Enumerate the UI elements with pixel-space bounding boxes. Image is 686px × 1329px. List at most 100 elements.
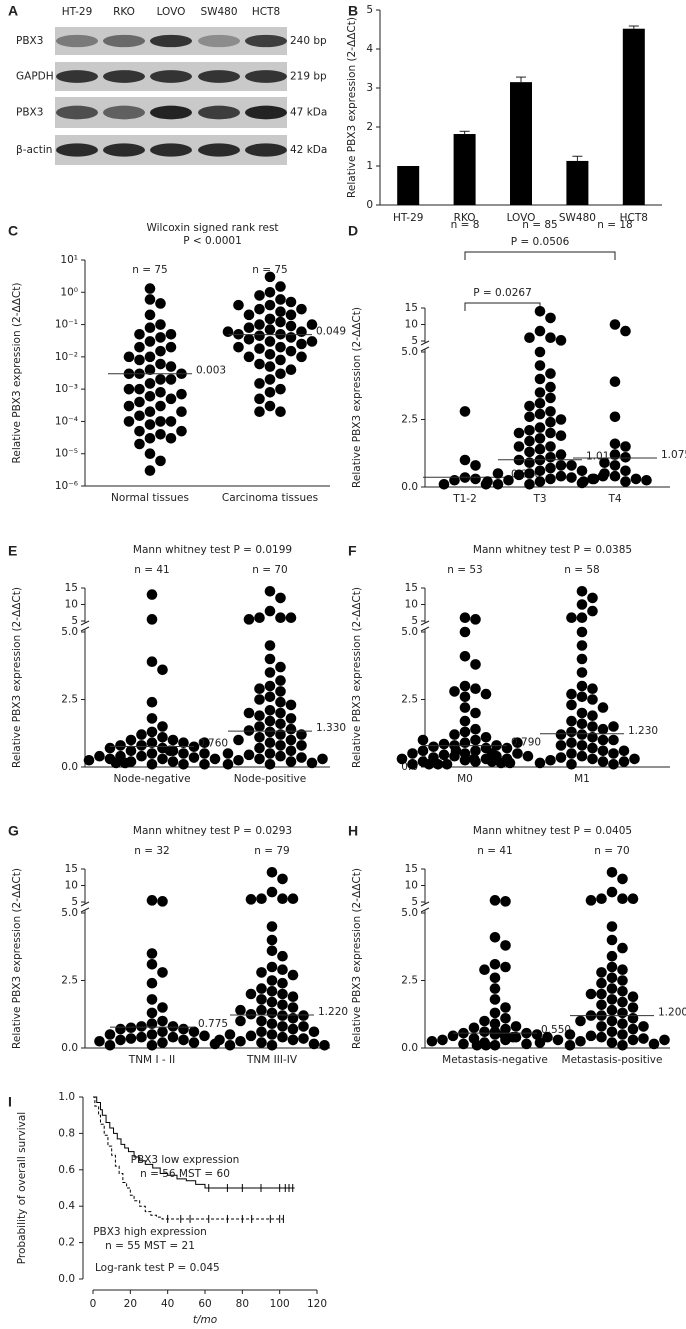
data-point — [176, 388, 187, 400]
data-point — [245, 1008, 257, 1020]
data-point — [277, 988, 288, 1000]
row-label: PBX3 — [16, 35, 43, 47]
data-point — [285, 723, 297, 735]
n-label: n = 58 — [564, 564, 600, 576]
n-label: n = 75 — [132, 264, 168, 276]
data-point — [264, 313, 276, 325]
data-point — [165, 374, 177, 385]
data-point — [489, 1040, 501, 1051]
data-point — [256, 1015, 267, 1027]
data-point — [285, 320, 297, 332]
y-tick-label: 5.0 — [401, 907, 418, 919]
data-point — [222, 759, 234, 770]
data-point — [264, 640, 276, 651]
y-tick-label: 5 — [366, 4, 373, 16]
x-tick-label: 100 — [270, 1298, 290, 1310]
median-label: 1.220 — [318, 1006, 348, 1018]
annotation: PBX3 low expression — [131, 1154, 240, 1166]
data-point — [618, 756, 630, 767]
data-point — [627, 1034, 639, 1046]
data-point — [256, 967, 267, 978]
data-point — [426, 1035, 438, 1047]
data-point — [606, 994, 618, 1005]
data-point — [115, 1034, 126, 1046]
data-point — [459, 454, 471, 466]
lane-label: LOVO — [157, 6, 186, 18]
data-point — [534, 306, 546, 317]
x-tick-label: RKO — [454, 212, 476, 224]
data-point — [155, 416, 166, 427]
data-point — [275, 383, 286, 395]
data-point — [233, 734, 244, 746]
median-label: 0.775 — [198, 1018, 228, 1030]
data-point — [489, 994, 501, 1005]
data-point — [534, 360, 546, 371]
panel-letter: C — [8, 223, 18, 239]
annotation: PBX3 high expression — [93, 1226, 207, 1238]
data-point — [617, 964, 628, 975]
data-point — [146, 656, 158, 667]
data-point — [534, 443, 546, 455]
data-point — [222, 326, 234, 338]
data-point — [296, 303, 307, 315]
data-point — [264, 737, 276, 748]
data-point — [459, 651, 471, 662]
x-tick-label: T3 — [532, 493, 546, 505]
data-point — [235, 1004, 246, 1016]
data-point — [224, 1029, 236, 1040]
data-point — [575, 1035, 586, 1047]
axis-break — [420, 907, 430, 913]
x-tick-label: Metastasis-negative — [442, 1054, 548, 1066]
data-point — [659, 1034, 670, 1046]
data-point — [585, 988, 597, 1000]
lane-label: HCT8 — [252, 6, 280, 18]
data-point — [609, 470, 621, 482]
data-point — [119, 757, 131, 769]
data-point — [233, 341, 244, 353]
data-point — [209, 753, 221, 765]
data-point — [125, 1033, 137, 1044]
data-point — [146, 1007, 158, 1019]
data-point — [254, 319, 265, 330]
data-point — [566, 460, 577, 471]
data-point — [264, 691, 276, 703]
n-label: n = 41 — [477, 845, 513, 857]
data-point — [157, 1002, 168, 1013]
y-axis-title: Relative PBX3 expression (2-ΔΔCt) — [11, 587, 23, 768]
data-point — [277, 964, 288, 975]
size-label: 240 bp — [290, 35, 327, 47]
data-point — [555, 335, 567, 346]
data-point — [459, 737, 471, 748]
data-point — [287, 1034, 299, 1046]
data-point — [275, 316, 286, 328]
data-point — [566, 726, 577, 738]
annotation: n = 56 MST = 60 — [140, 1168, 230, 1180]
data-point — [576, 729, 588, 740]
data-point — [587, 710, 598, 721]
data-point — [155, 345, 166, 357]
data-point — [287, 893, 299, 904]
data-point — [459, 726, 471, 738]
data-point — [254, 358, 265, 370]
data-point — [146, 994, 158, 1005]
data-point — [507, 1031, 519, 1043]
data-point — [576, 626, 588, 638]
axis-break — [420, 346, 430, 352]
data-point — [545, 416, 556, 428]
x-tick-label: 120 — [307, 1298, 327, 1310]
data-point — [287, 1002, 299, 1013]
axis-break — [420, 620, 430, 626]
band — [56, 105, 98, 120]
data-point — [438, 479, 450, 490]
data-point — [144, 283, 156, 294]
data-point — [266, 1007, 278, 1019]
data-point — [104, 1029, 116, 1040]
y-axis-title: Relative PBX3 expression (2-ΔΔCt) — [351, 868, 363, 1049]
y-tick-label: 5 — [411, 335, 418, 347]
data-point — [245, 1030, 257, 1042]
y-tick-label: 10⁰ — [60, 286, 78, 298]
data-point — [256, 893, 267, 904]
data-point — [144, 406, 156, 418]
data-point — [524, 479, 535, 490]
data-point — [545, 441, 556, 452]
